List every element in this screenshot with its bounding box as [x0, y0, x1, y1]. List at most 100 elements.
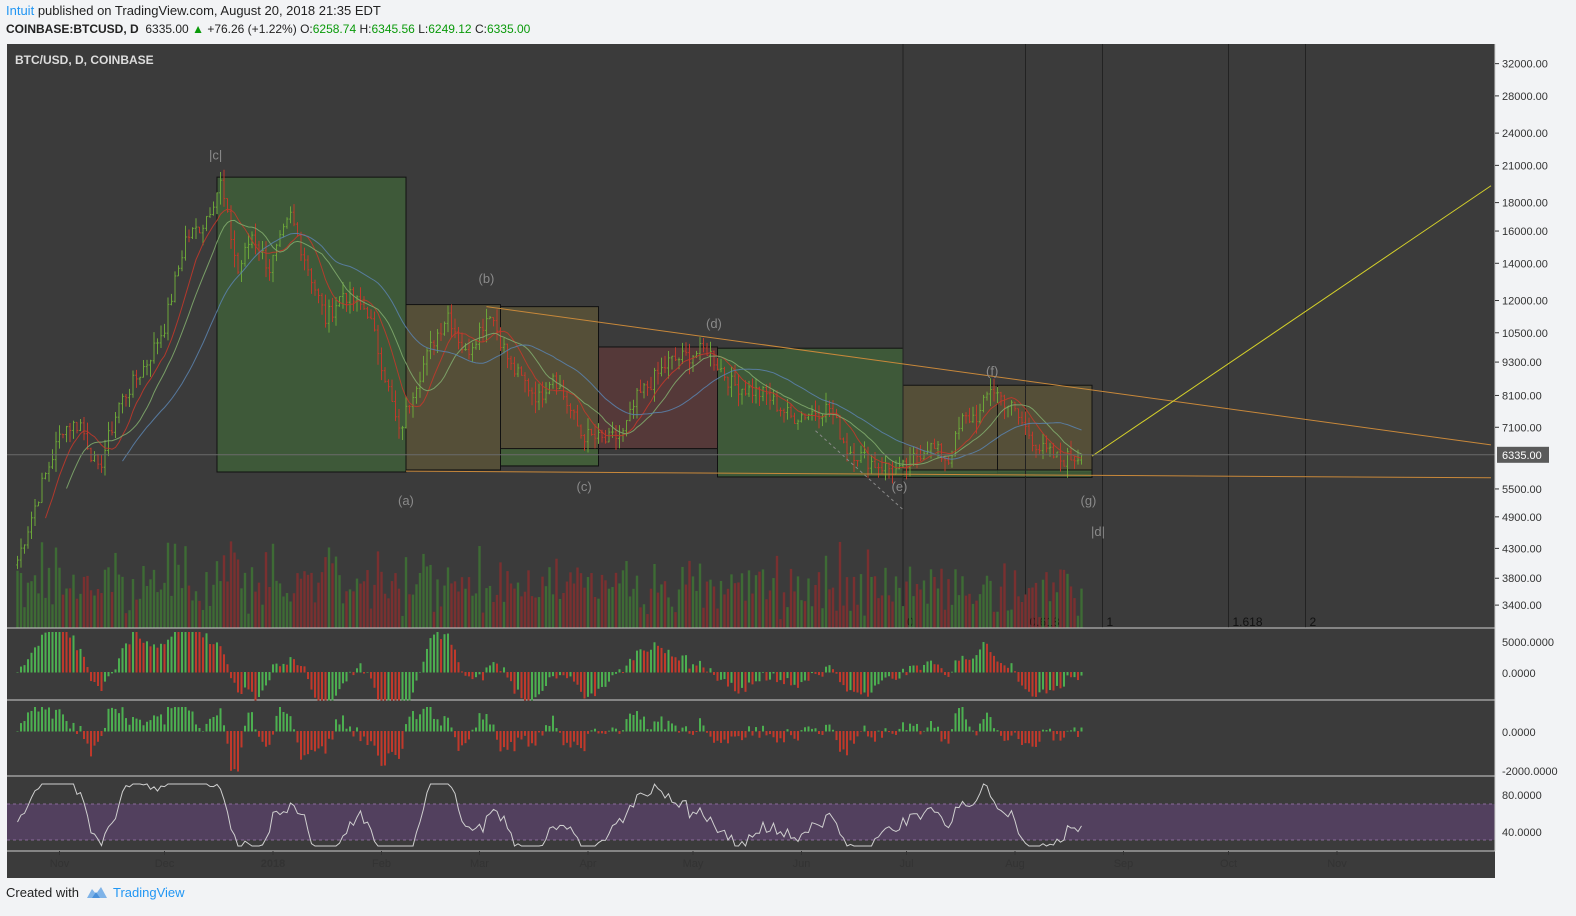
osc-bar: [748, 726, 750, 732]
osc-bar: [912, 725, 915, 732]
time-tick-label: Oct: [1220, 858, 1237, 870]
volume-bar: [593, 596, 597, 628]
macd-bar: [720, 672, 722, 680]
osc-bar: [555, 728, 558, 732]
macd-bar: [303, 666, 306, 673]
macd-bar: [888, 672, 890, 677]
upper-trendline: [486, 306, 1492, 446]
osc-bar: [436, 719, 439, 732]
osc-bar: [314, 731, 316, 752]
osc-bar: [342, 715, 344, 732]
macd-bar: [478, 672, 481, 675]
volume-bar: [642, 604, 646, 628]
macd-bar: [359, 663, 362, 673]
macd-bar: [1045, 672, 1048, 694]
macd-bar: [443, 634, 446, 673]
osc-bar: [149, 720, 152, 732]
macd-bar: [548, 672, 551, 678]
macd-bar: [877, 672, 880, 685]
macd-bar: [296, 665, 299, 673]
volume-bar: [702, 607, 705, 628]
macd-bar: [363, 672, 365, 674]
macd-bar: [804, 672, 806, 681]
macd-bar: [807, 672, 810, 681]
osc-bar: [611, 727, 614, 732]
volume-bar: [219, 581, 222, 628]
tradingview-link[interactable]: TradingView: [112, 885, 185, 900]
volume-bar: [691, 576, 695, 628]
time-axis[interactable]: Nov Dec 2018 Feb Mar Apr May Jun Jul Aug Sep Oct Nov: [50, 851, 1348, 870]
volume-bar: [138, 598, 142, 628]
osc-bar: [380, 731, 383, 766]
macd-bar: [734, 672, 736, 692]
osc-bar: [104, 727, 106, 732]
osc-bar: [930, 720, 932, 732]
volume-bar: [110, 591, 114, 628]
publish-info: Intuit published on TradingView.com, Aug…: [6, 3, 381, 18]
volume-bar: [1062, 569, 1066, 628]
volume-bar: [215, 561, 219, 628]
osc-bar: [37, 711, 40, 732]
macd-bar: [156, 647, 159, 673]
osc-bar: [1024, 731, 1027, 744]
volume-bar: [982, 584, 985, 628]
macd-bar: [821, 672, 824, 677]
macd-bar: [433, 634, 435, 673]
osc-bar: [72, 722, 75, 732]
time-tick-label: Jul: [899, 858, 913, 870]
osc-bar: [1042, 729, 1044, 732]
volume-bar: [929, 569, 933, 628]
macd-bar: [576, 672, 579, 685]
volume-bar: [835, 610, 838, 628]
volume-bar: [201, 609, 205, 628]
macd-bar: [590, 672, 593, 694]
osc-bar: [237, 731, 239, 772]
macd-bar: [23, 665, 26, 673]
volume-bar: [891, 601, 894, 628]
macd-bar: [174, 632, 176, 673]
macd-bar: [538, 672, 540, 695]
price-tick-label: 32000.00: [1502, 59, 1548, 71]
volume-bar: [205, 572, 208, 628]
volume-bar: [898, 587, 901, 628]
volume-bar: [698, 563, 702, 628]
macd-bar: [146, 641, 148, 673]
osc-bar: [307, 731, 309, 755]
osc-bar: [1066, 730, 1069, 732]
volume-bar: [877, 598, 880, 628]
price-axis[interactable]: 32000.00 28000.00 24000.00 21000.00 18000.00…: [1494, 44, 1549, 851]
volume-bar: [873, 576, 877, 628]
osc-bar: [118, 713, 120, 732]
macd-tick-0: 5000.0000: [1502, 637, 1554, 649]
fib-label-2: 1: [1107, 615, 1114, 629]
volume-bar: [96, 588, 100, 628]
osc-bar: [482, 719, 484, 732]
macd-bar: [884, 672, 887, 678]
osc-bar: [716, 731, 719, 741]
osc-bar: [779, 731, 782, 739]
osc-bar: [933, 727, 936, 732]
price-tick-label: 7100.00: [1502, 422, 1542, 434]
volume-bar: [30, 581, 33, 628]
volume-bar: [1038, 617, 1041, 628]
macd-bar: [62, 632, 64, 673]
osc-bar: [545, 725, 547, 732]
author-link[interactable]: Intuit: [6, 3, 35, 18]
macd-bar: [531, 672, 533, 701]
volume-bar: [604, 580, 607, 628]
volume-bar: [177, 564, 180, 628]
volume-bar: [1006, 610, 1010, 628]
osc-bar: [625, 719, 628, 732]
osc-bar: [797, 731, 799, 741]
volume-bar: [1013, 570, 1017, 628]
volume-bar: [75, 598, 79, 628]
osc-bar: [601, 731, 603, 734]
macd-bar: [314, 672, 316, 698]
osc-bar: [597, 731, 600, 734]
macd-bar: [331, 672, 334, 701]
volume-bar: [548, 567, 551, 628]
osc-bar: [811, 728, 813, 732]
osc-bar: [363, 731, 365, 737]
osc-bar: [513, 731, 516, 752]
